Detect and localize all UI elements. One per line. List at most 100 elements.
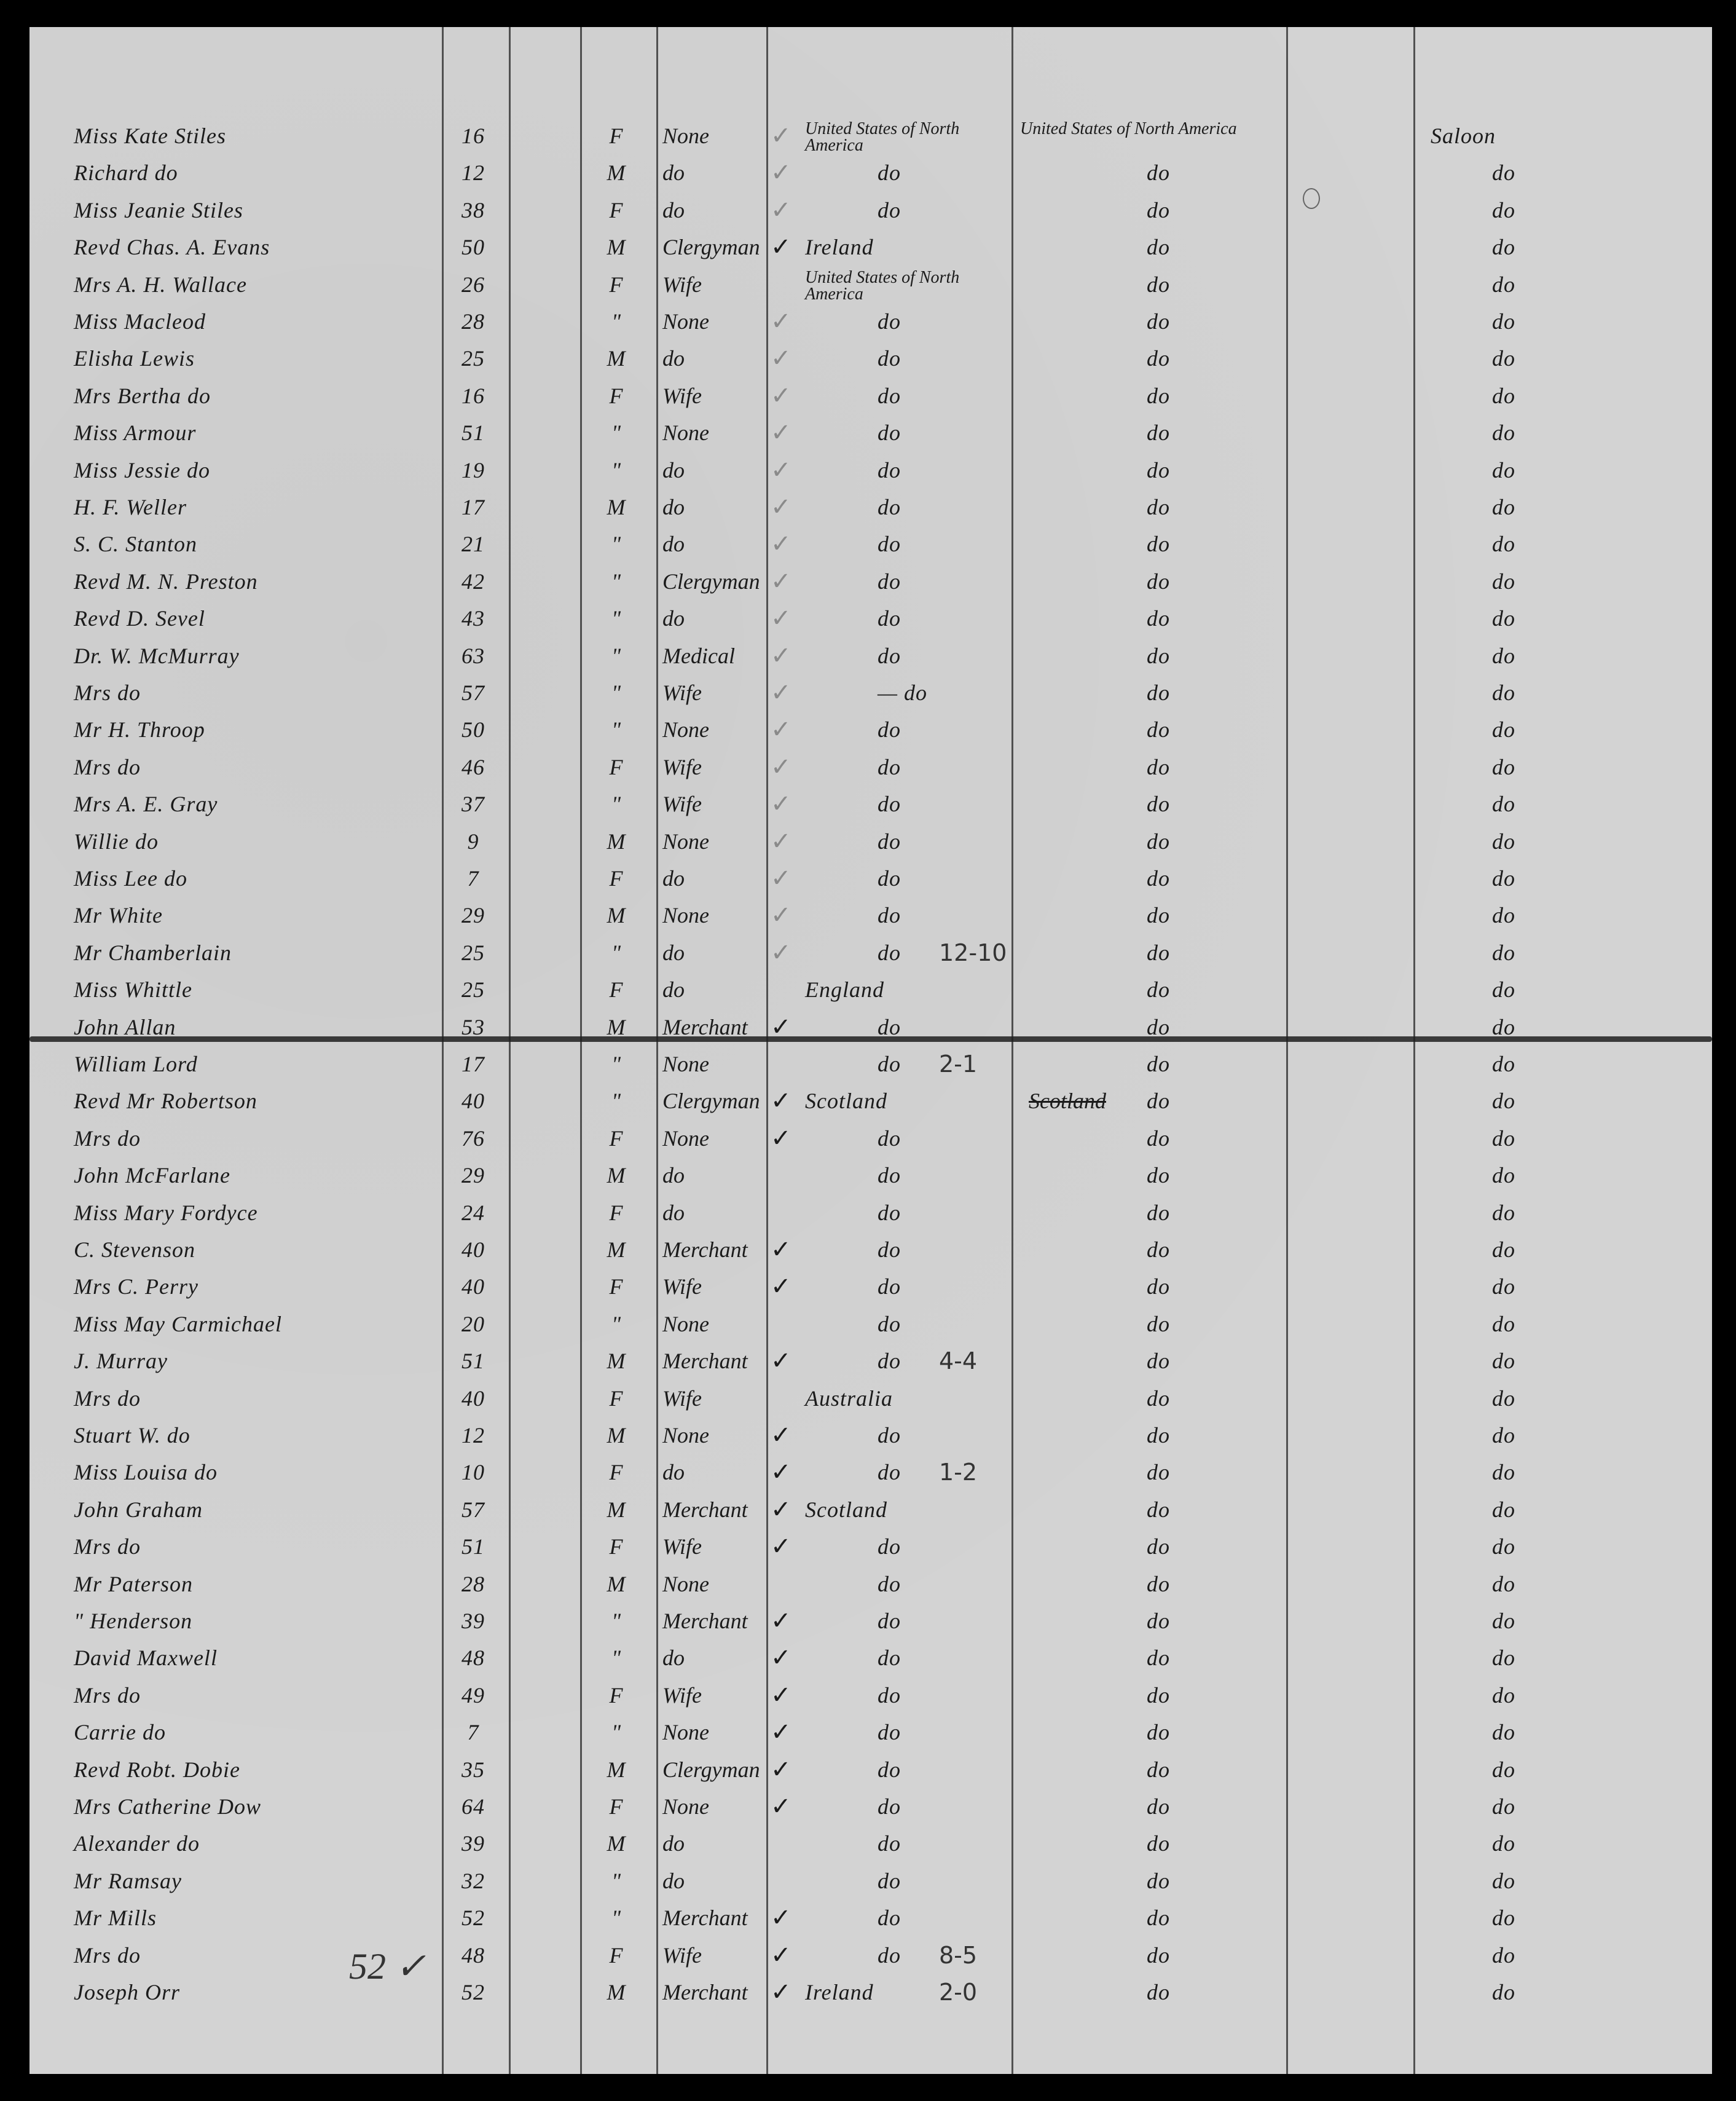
passenger-sex: F [609, 866, 624, 891]
fold-crease [29, 1036, 1712, 1042]
passenger-occupation: do [662, 1163, 685, 1188]
passenger-origin: do [878, 1534, 901, 1559]
passenger-class: do [1492, 1757, 1515, 1782]
passenger-origin: do [878, 754, 901, 779]
passenger-origin: do [878, 420, 901, 446]
passenger-occupation: Medical [662, 643, 735, 668]
passenger-citizenship: do [1147, 1942, 1170, 1968]
passenger-class: do [1492, 754, 1515, 779]
passenger-occupation: None [662, 1571, 709, 1596]
passenger-age: 76 [461, 1125, 485, 1151]
passenger-occupation: None [662, 717, 709, 743]
passenger-row: Miss May Carmichael 20 " None do do do [29, 1307, 1712, 1344]
passenger-class: do [1492, 1423, 1515, 1448]
passenger-class: do [1492, 717, 1515, 743]
passenger-age: 7 [467, 1720, 479, 1745]
passenger-row: Mrs C. Perry 40 F Wife ✓ do do do [29, 1270, 1712, 1307]
passenger-origin: do [878, 532, 901, 557]
passenger-class: do [1492, 940, 1515, 965]
passenger-occupation: Clergyman [662, 569, 760, 594]
passenger-name: David Maxwell [74, 1646, 218, 1671]
passenger-origin: do [878, 1720, 901, 1745]
passenger-citizenship: do [1147, 495, 1170, 519]
passenger-name: Miss Armour [74, 420, 197, 446]
passenger-citizenship: do [1147, 1014, 1170, 1039]
checkmark-icon: ✓ [771, 1792, 792, 1821]
passenger-origin: do [878, 1682, 901, 1708]
passenger-row: Mrs do 49 F Wife ✓ do do do [29, 1679, 1712, 1716]
passenger-age: 49 [461, 1682, 485, 1708]
passenger-class: do [1492, 495, 1515, 519]
passenger-occupation: Wife [662, 1274, 702, 1299]
passenger-name: Revd Robt. Dobie [74, 1757, 240, 1782]
passenger-origin: do [878, 1200, 901, 1225]
passenger-occupation: Wife [662, 754, 702, 779]
passenger-occupation: do [662, 346, 685, 371]
passenger-sex: F [609, 1942, 624, 1968]
checkmark-icon: ✓ [771, 1458, 792, 1487]
checkmark-icon: ✓ [771, 1607, 792, 1635]
passenger-sex: F [609, 1534, 624, 1559]
passenger-name: Stuart W. do [74, 1423, 190, 1448]
passenger-class: do [1492, 977, 1515, 1003]
passenger-sex: " [611, 792, 622, 817]
passenger-occupation: do [662, 1200, 685, 1225]
passenger-class: do [1492, 1014, 1515, 1039]
passenger-row: Dr. W. McMurray 63 " Medical ✓ do do do [29, 639, 1712, 676]
checkmark-icon: ✓ [771, 419, 792, 447]
passenger-citizenship: do [1147, 1163, 1170, 1188]
passenger-origin: do [878, 1868, 901, 1893]
passenger-class: do [1492, 1089, 1515, 1114]
passenger-row: Miss Macleod 28 " None ✓ do do do [29, 305, 1712, 342]
passenger-name: H. F. Weller [74, 495, 187, 519]
passenger-origin: do [878, 643, 901, 668]
passenger-occupation: do [662, 1460, 685, 1485]
passenger-row: Miss Kate Stiles 16 F None ✓ United States of… [29, 119, 1712, 156]
passenger-sex: " [611, 1311, 622, 1336]
passenger-sex: F [609, 1125, 624, 1151]
passenger-row: Mr Mills 52 " Merchant ✓ do do do [29, 1901, 1712, 1938]
checkmark-icon: ✓ [771, 567, 792, 596]
passenger-age: 17 [461, 1052, 485, 1076]
passenger-name: William Lord [74, 1052, 198, 1076]
passenger-origin: Ireland [805, 1980, 874, 2004]
passenger-age: 40 [461, 1386, 485, 1411]
passenger-class: do [1492, 346, 1515, 371]
passenger-age: 10 [461, 1460, 485, 1485]
passenger-class: do [1492, 866, 1515, 891]
passenger-name: Revd Chas. A. Evans [74, 235, 270, 260]
passenger-class: do [1492, 1200, 1515, 1225]
passenger-age: 25 [461, 346, 485, 371]
passenger-occupation: do [662, 977, 685, 1003]
passenger-sex: M [607, 1014, 626, 1039]
passenger-occupation: Wife [662, 272, 702, 297]
checkmark-icon: ✓ [771, 864, 792, 893]
passenger-row: Carrie do 7 " None ✓ do do do [29, 1716, 1712, 1752]
passenger-class: do [1492, 1831, 1515, 1856]
passenger-occupation: Merchant [662, 1497, 748, 1522]
passenger-row: Mrs do 51 F Wife ✓ do do do [29, 1530, 1712, 1567]
passenger-origin: do [878, 940, 901, 965]
passenger-row: John Graham 57 M Merchant ✓ Scotland do do [29, 1493, 1712, 1530]
column-rule [656, 27, 658, 2074]
passenger-age: 43 [461, 606, 485, 631]
checkmark-icon: ✓ [771, 1012, 792, 1041]
passenger-citizenship: do [1147, 829, 1170, 854]
passenger-origin: Australia [805, 1386, 894, 1411]
passenger-row: " Henderson 39 " Merchant ✓ do do do [29, 1604, 1712, 1641]
passenger-age: 40 [461, 1274, 485, 1299]
passenger-age: 51 [461, 1349, 485, 1374]
passenger-row: William Lord 17 " None do do 2-1 do [29, 1047, 1712, 1084]
passenger-row: Mrs A. E. Gray 37 " Wife ✓ do do do [29, 787, 1712, 824]
passenger-name: Revd D. Sevel [74, 606, 205, 631]
passenger-citizenship: do [1147, 1609, 1170, 1633]
passenger-name: Mrs Bertha do [74, 383, 211, 408]
passenger-name: Mrs Catherine Dow [74, 1794, 261, 1819]
tally-note: 4-4 [939, 1347, 978, 1375]
passenger-origin: — do [878, 680, 928, 705]
passenger-class: do [1492, 643, 1515, 668]
passenger-citizenship: do [1147, 754, 1170, 779]
passenger-sex: M [607, 1163, 626, 1188]
